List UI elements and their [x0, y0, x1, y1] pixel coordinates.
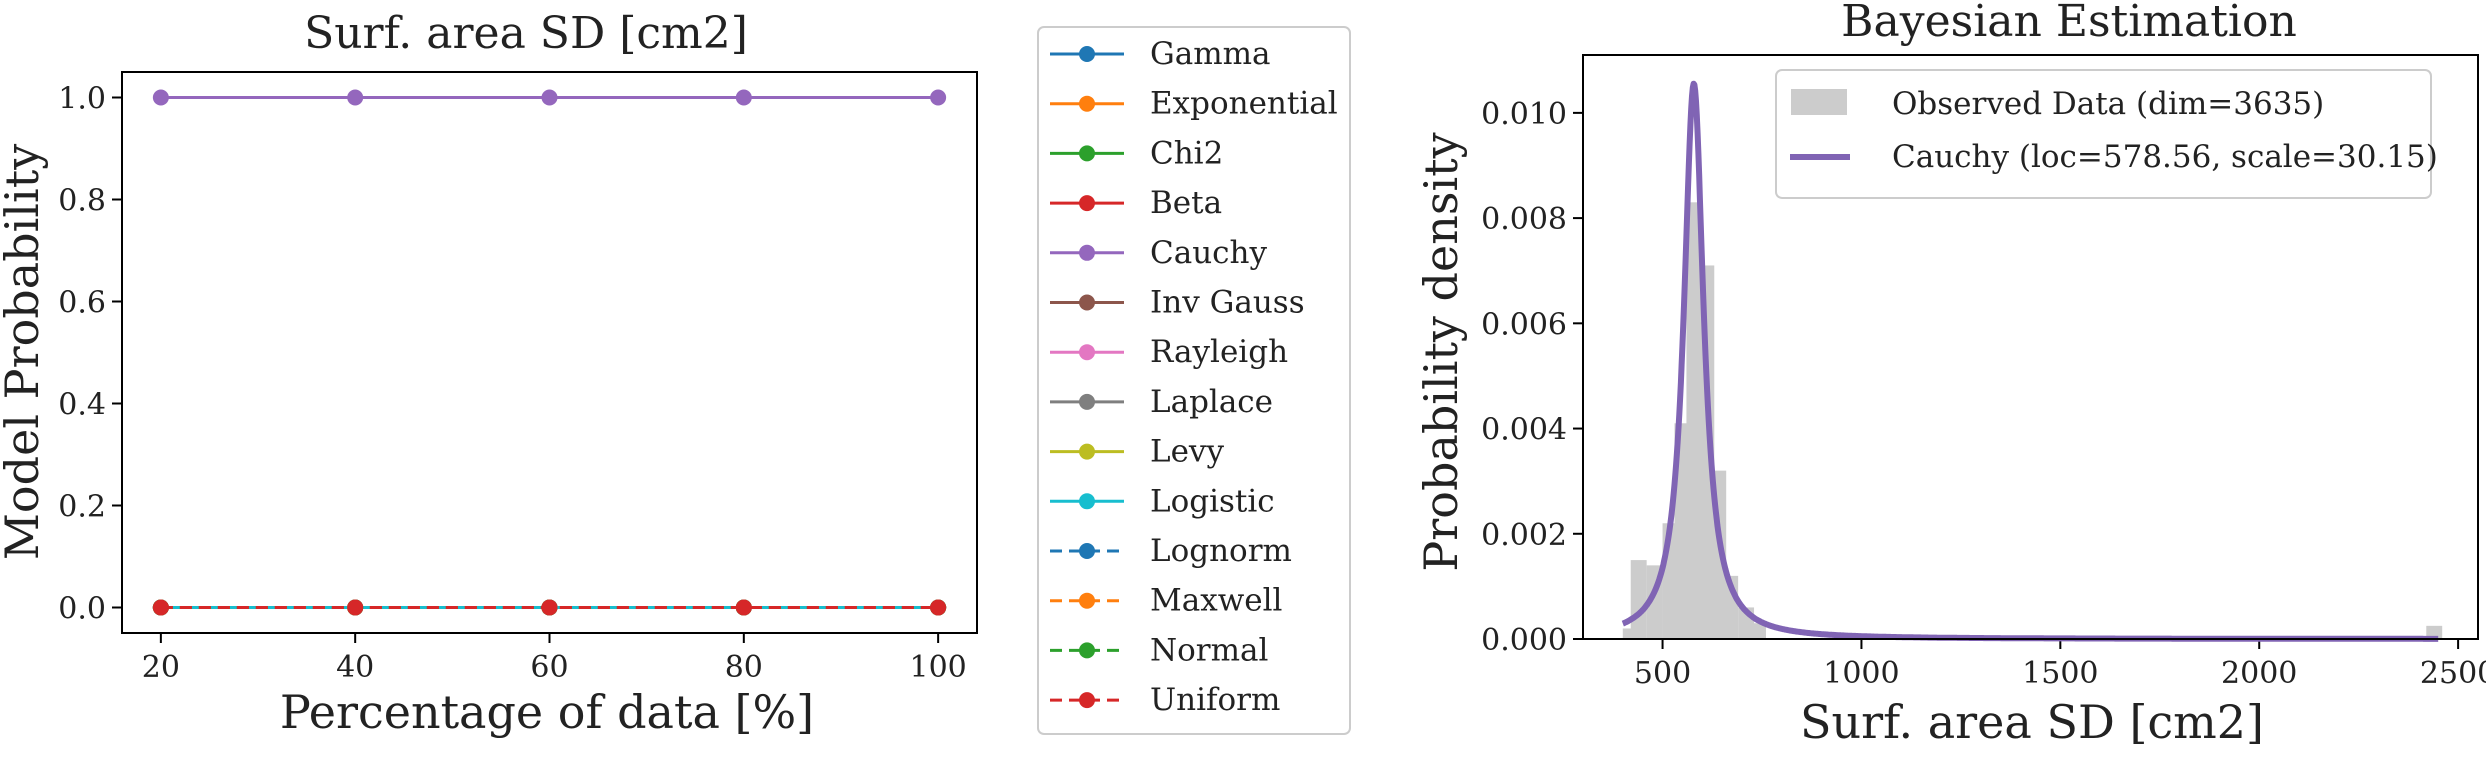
legend-marker: [1079, 543, 1095, 559]
right-xtick-label: 2000: [2221, 656, 2297, 691]
left-series-point: [152, 599, 169, 616]
legend-label: Inv Gauss: [1150, 285, 1305, 321]
left-series-point: [930, 599, 947, 616]
legend-marker: [1079, 692, 1095, 709]
left-series-point: [541, 89, 558, 106]
legend-marker: [1079, 344, 1095, 361]
left-chart: Surf. area SD [cm2] 20 40 60 80 100 0.0 0.2 0.4…: [0, 8, 978, 739]
left-ytick-label: 0.2: [58, 490, 106, 525]
left-series-point: [152, 89, 169, 106]
legend-marker: [1079, 443, 1095, 460]
legend-label: Levy: [1150, 434, 1224, 470]
legend-marker: [1079, 46, 1095, 62]
left-chart-ylabel: Model Probability: [0, 144, 49, 560]
right-chart-ylabel: Probability density: [1414, 132, 1468, 571]
left-xtick-label: 80: [725, 650, 763, 685]
legend-items: Gamma Exponential Chi2 Beta Cauchy Inv Gauss R…: [1050, 36, 1338, 718]
right-xtick-label: 500: [1634, 656, 1691, 691]
left-series-point: [541, 599, 558, 616]
legend-label: Beta: [1150, 185, 1222, 221]
legend: Gamma Exponential Chi2 Beta Cauchy Inv Gauss R…: [1037, 26, 1351, 735]
right-legend-frame: [1775, 69, 2432, 199]
right-legend-hist-swatch: [1791, 89, 1847, 115]
left-series-point: [735, 89, 752, 106]
legend-label: Logistic: [1150, 483, 1275, 519]
legend-marker: [1079, 493, 1095, 510]
left-chart-xlabel: Percentage of data [%]: [280, 685, 814, 739]
right-chart-plot-frame: [1582, 54, 2479, 640]
left-ytick-label: 0.8: [58, 184, 106, 219]
left-chart-series: [152, 89, 947, 616]
legend-marker: [1079, 145, 1095, 162]
left-chart-title: Surf. area SD [cm2]: [304, 8, 748, 59]
legend-label: Maxwell: [1150, 583, 1282, 619]
legend-label: Normal: [1150, 632, 1268, 668]
left-xtick-label: 20: [142, 650, 180, 685]
left-series-point: [347, 599, 364, 616]
legend-label: Lognorm: [1150, 533, 1292, 569]
legend-label: Uniform: [1150, 682, 1280, 718]
right-legend-fit-label: Cauchy (loc=578.56, scale=30.15): [1892, 139, 2438, 175]
histogram-bar: [2426, 625, 2443, 639]
legend-marker: [1079, 393, 1095, 410]
right-ytick-label: 0.002: [1481, 518, 1567, 553]
left-chart-ticks: 20 40 60 80 100 0.0 0.2 0.4 0.6 0.8 1.0: [58, 82, 966, 686]
right-ytick-label: 0.004: [1481, 413, 1567, 448]
left-chart-plot-frame: [121, 71, 978, 634]
legend-marker: [1079, 642, 1095, 659]
right-chart-legend: Observed Data (dim=3635) Cauchy (loc=578…: [1775, 69, 2438, 199]
legend-marker: [1079, 244, 1095, 261]
legend-label: Cauchy: [1150, 235, 1267, 271]
right-legend-hist-label: Observed Data (dim=3635): [1892, 86, 2324, 122]
histogram-bar: [1750, 623, 1766, 639]
legend-label: Laplace: [1150, 384, 1273, 420]
right-chart-histogram: [1622, 202, 2443, 640]
left-ytick-label: 0.4: [58, 388, 106, 423]
legend-label: Chi2: [1150, 135, 1223, 171]
right-ytick-label: 0.010: [1481, 97, 1567, 132]
legend-marker: [1079, 95, 1095, 112]
left-ytick-label: 1.0: [58, 82, 106, 117]
left-ytick-label: 0.0: [58, 592, 106, 627]
right-ytick-label: 0.000: [1481, 623, 1567, 658]
legend-marker: [1079, 592, 1095, 609]
right-xtick-label: 1500: [2022, 656, 2098, 691]
left-xtick-label: 60: [530, 650, 568, 685]
legend-frame: [1037, 26, 1351, 735]
right-ytick-label: 0.008: [1481, 202, 1567, 237]
legend-marker: [1079, 294, 1095, 311]
left-xtick-label: 100: [910, 650, 967, 685]
legend-label: Gamma: [1150, 36, 1271, 72]
left-series-point: [735, 599, 752, 616]
right-chart-title: Bayesian Estimation: [1841, 0, 2297, 47]
right-ytick-label: 0.006: [1481, 307, 1567, 342]
histogram-bar: [1630, 560, 1647, 639]
left-xtick-label: 40: [336, 650, 374, 685]
legend-label: Rayleigh: [1150, 334, 1288, 370]
left-series-point: [347, 89, 364, 106]
legend-marker: [1079, 195, 1095, 212]
legend-label: Exponential: [1150, 86, 1338, 122]
right-chart-xlabel: Surf. area SD [cm2]: [1800, 695, 2264, 749]
left-series-point: [930, 89, 947, 106]
right-xtick-label: 1000: [1823, 656, 1899, 691]
left-ytick-label: 0.6: [58, 286, 106, 321]
